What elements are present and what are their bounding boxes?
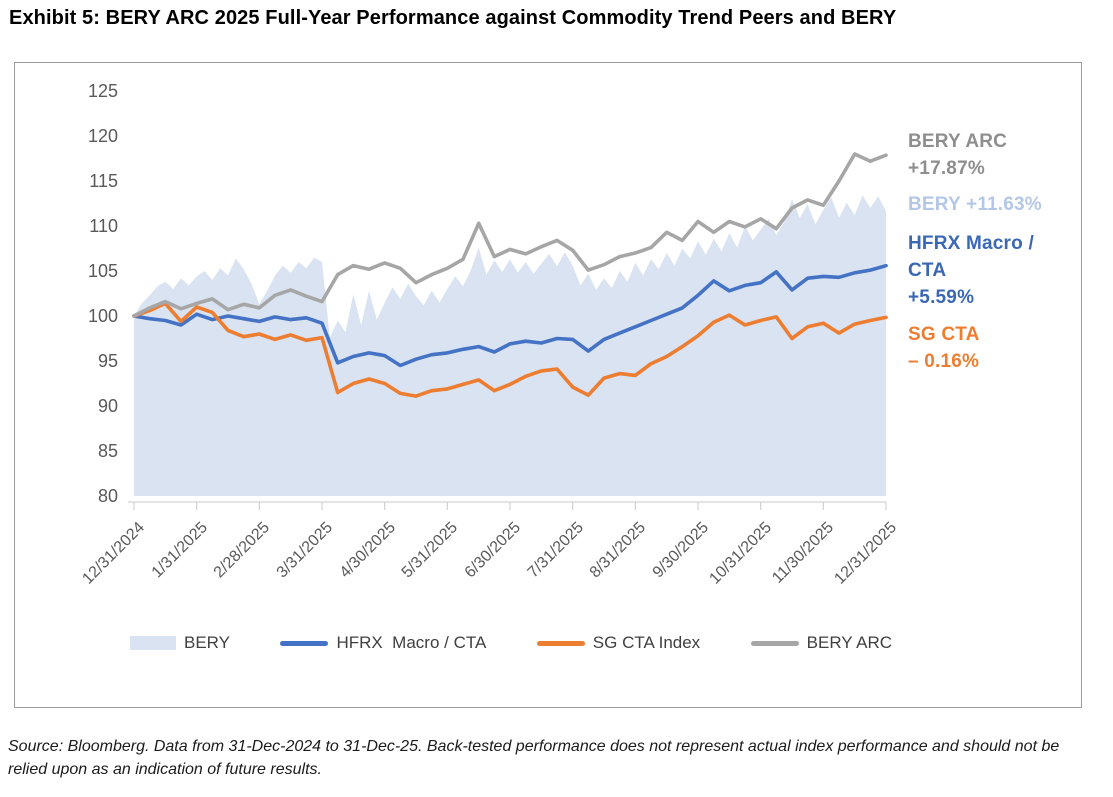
annotation-hfrx-line2: CTA [908,260,947,281]
y-axis-label: 95 [97,351,118,371]
sg-cta-line-swatch [536,640,585,646]
y-axis-label: 125 [87,81,118,101]
performance-chart [128,152,888,510]
bery-arc-line-swatch [750,640,799,646]
legend-label-bery: BERY [184,633,230,652]
annotation-bery-arc-line1: BERY ARC [908,131,1008,152]
legend-item-bery: BERY [130,633,230,653]
x-axis-label: 12/31/2025 [831,519,901,588]
y-axis-label: 85 [97,441,118,461]
x-axis-label: 4/30/2025 [336,519,399,582]
annotation-sg-cta-line1: SG CTA [908,324,980,345]
annotation-hfrx-line1: HFRX Macro / [908,233,1034,254]
annotation-sg-cta: SG CTA – 0.16% [908,321,1103,375]
source-footnote: Source: Bloomberg. Data from 31-Dec-2024… [8,738,1060,778]
legend-item-sg-cta: SG CTA Index [536,633,701,653]
series-line-sg-cta-index [132,301,888,398]
chart-legend: BERY HFRX Macro / CTA SG CTA Index BERY … [128,627,894,659]
bery-area-swatch [130,636,176,650]
x-axis-label: 6/30/2025 [461,519,525,582]
legend-item-bery-arc: BERY ARC [750,633,892,653]
x-axis-label: 10/31/2025 [706,519,775,588]
x-axis-label: 9/30/2025 [649,519,713,582]
series-line-bery-arc [132,152,888,318]
y-axis-label: 100 [87,306,118,326]
page-title: Exhibit 5: BERY ARC 2025 Full-Year Perfo… [9,7,897,29]
series-line-hfrx-macro-cta [132,263,888,368]
legend-label-bery-arc: BERY ARC [806,633,892,652]
x-axis-label: 7/31/2025 [524,519,587,582]
annotation-bery-arc: BERY ARC +17.87% [908,128,1103,182]
annotation-bery: BERY +11.63% [908,191,1103,218]
y-axis-label: 120 [87,126,118,146]
x-axis-line [128,501,887,510]
y-axis-label: 115 [89,171,118,191]
x-axis-label: 8/31/2025 [586,519,650,582]
y-axis-label: 110 [89,216,118,236]
annotation-bery-line1: BERY +11.63% [908,194,1042,215]
x-axis-label: 2/28/2025 [210,519,274,582]
legend-label-hfrx: HFRX Macro / CTA [336,633,487,652]
legend-item-hfrx: HFRX Macro / CTA [280,633,486,653]
y-axis-label: 90 [97,396,118,416]
y-axis-label: 80 [97,486,118,506]
x-axis-label: 11/30/2025 [769,519,838,587]
annotation-bery-arc-line2: +17.87% [908,158,985,179]
y-axis: 125 120 115 110 105 100 95 90 85 80 [30,80,118,510]
x-axis-label: 5/31/2025 [398,519,462,582]
annotation-sg-cta-line2: – 0.16% [908,351,980,372]
x-axis-label: 1/31/2025 [148,519,211,582]
x-axis: 12/31/2024 1/31/2025 2/28/2025 3/31/2025 4/3… [79,513,900,613]
y-axis-label: 105 [87,261,118,281]
hfrx-line-swatch [280,640,329,646]
legend-label-sg-cta: SG CTA Index [592,633,701,652]
x-axis-label: 3/31/2025 [273,519,337,582]
annotation-hfrx-line3: +5.59% [908,287,975,308]
annotation-hfrx: HFRX Macro / CTA +5.59% [908,230,1103,311]
